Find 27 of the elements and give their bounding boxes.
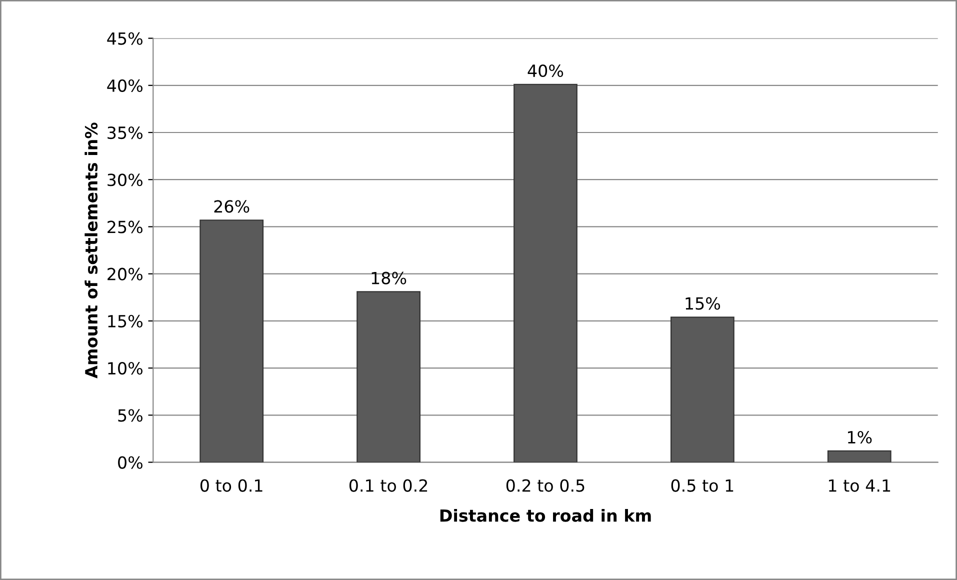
y-tick-label: 45% — [107, 32, 142, 45]
x-tick-label: 1 to 4.1 — [829, 479, 890, 492]
y-tick-label: 0% — [118, 456, 142, 469]
x-tick-label: 0 to 0.1 — [200, 479, 262, 492]
x-tick-label: 0.5 to 1 — [671, 479, 734, 492]
bar — [356, 291, 420, 462]
y-tick-label: 25% — [108, 220, 142, 234]
data-label: 1% — [848, 430, 872, 444]
y-tick-label: 40% — [107, 79, 142, 92]
data-label: 26% — [214, 200, 250, 213]
y-tick-label: 15% — [108, 314, 142, 328]
y-tick-label: 10% — [108, 362, 142, 375]
y-tick-label: 5% — [118, 409, 142, 422]
y-tick-label: 30% — [108, 174, 142, 186]
y-tick-label: 20% — [108, 268, 142, 280]
x-axis-title: Distance to road in km — [440, 508, 651, 522]
y-tick-label: 35% — [108, 126, 142, 140]
y-axis-title: Amount of settlements in% — [84, 122, 98, 378]
bar — [827, 450, 892, 462]
data-label: 40% — [528, 64, 564, 78]
data-label: 15% — [686, 297, 720, 310]
bar — [200, 220, 264, 462]
x-tick-label: 0.1 to 0.2 — [349, 479, 428, 492]
data-label: 18% — [372, 272, 406, 284]
bar — [514, 84, 578, 462]
bar — [670, 316, 734, 462]
x-tick-label: 0.2 to 0.5 — [506, 479, 584, 492]
